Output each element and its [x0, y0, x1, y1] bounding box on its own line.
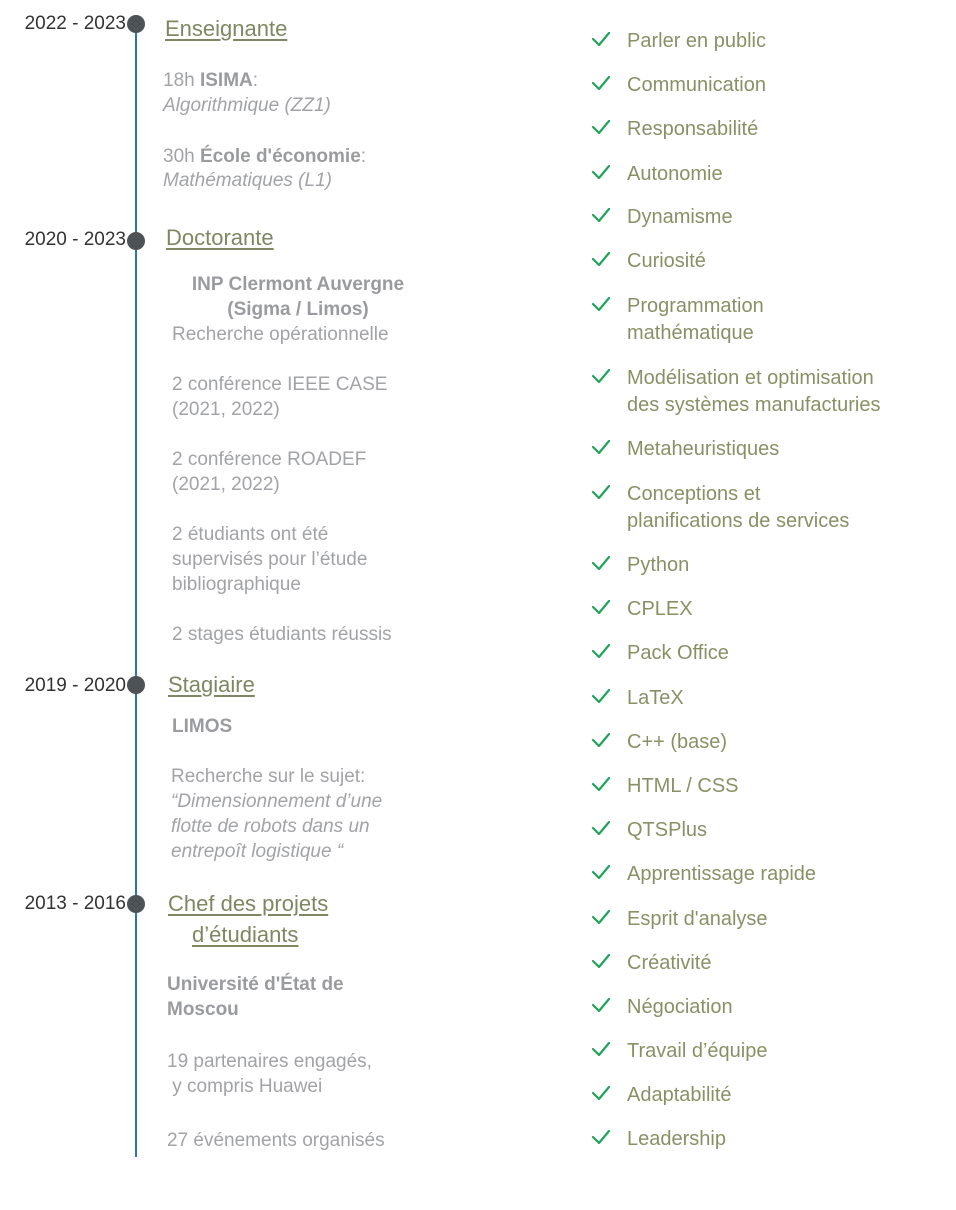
check-icon — [591, 909, 611, 925]
check-icon — [591, 439, 611, 455]
check-icon — [591, 75, 611, 91]
check-icon — [591, 164, 611, 180]
teaching-isima: 18h ISIMA: — [163, 70, 259, 91]
skill-label: Travail d’équipe — [627, 1040, 768, 1062]
check-icon — [591, 643, 611, 659]
skill-label: Dynamisme — [627, 206, 733, 228]
skill-label: LaTeX — [627, 687, 684, 709]
skill-label: Leadership — [627, 1128, 726, 1150]
lab-name: LIMOS — [172, 716, 233, 737]
research-field: Recherche opérationnelle — [172, 324, 389, 345]
role-title: Chef des projets d’étudiants — [168, 891, 329, 947]
timeline-years: 2019 - 2020 — [24, 675, 126, 696]
check-icon — [591, 368, 611, 384]
partners: 19 partenaires engagés, y compris Huawei — [167, 1051, 372, 1097]
skill-label: Pack Office — [627, 642, 729, 664]
university: Université d'État de Moscou — [167, 974, 344, 1020]
timeline-dot — [127, 676, 145, 694]
institution: INP Clermont Auvergne (Sigma / Limos) — [191, 274, 405, 320]
teaching-economics-course: Mathématiques (L1) — [163, 170, 332, 191]
skill-label: CPLEX — [627, 598, 693, 620]
check-icon — [591, 1085, 611, 1101]
skill-label: Apprentissage rapide — [627, 863, 817, 885]
research-topic: “Dimensionnement d’une flotte de robots … — [171, 791, 383, 862]
timeline-dot — [127, 232, 145, 250]
check-icon — [591, 251, 611, 267]
check-icon — [591, 1041, 611, 1057]
conference-roadef: 2 conférence ROADEF (2021, 2022) — [172, 449, 367, 495]
skill-label: Autonomie — [627, 163, 723, 185]
skill-label: Responsabilité — [627, 118, 759, 140]
skill-label: Esprit d'analyse — [627, 908, 768, 930]
check-icon — [591, 732, 611, 748]
role-title: Stagiaire — [168, 672, 255, 697]
conference-ieee: 2 conférence IEEE CASE (2021, 2022) — [172, 374, 388, 420]
check-icon — [591, 1129, 611, 1145]
timeline-years: 2022 - 2023 — [24, 13, 126, 34]
teaching-economics: 30h École d'économie: — [163, 146, 367, 167]
skill-label: Programmation mathématique — [627, 295, 764, 344]
skill-label: Curiosité — [627, 250, 706, 272]
skill-label: Modélisation et optimisation des systèmes… — [627, 367, 881, 416]
events: 27 événements organisés — [167, 1130, 385, 1151]
check-icon — [591, 820, 611, 836]
timeline-dot — [127, 895, 145, 913]
check-icon — [591, 484, 611, 500]
check-icon — [591, 953, 611, 969]
skill-label: Adaptabilité — [627, 1084, 732, 1106]
check-icon — [591, 776, 611, 792]
role-title: Enseignante — [165, 16, 288, 41]
role-title: Doctorante — [166, 225, 274, 250]
check-icon — [591, 997, 611, 1013]
skill-label: Conceptions et planifications de services — [627, 483, 850, 532]
timeline-years: 2020 - 2023 — [24, 229, 126, 250]
check-icon — [591, 207, 611, 223]
timeline-years: 2013 - 2016 — [24, 893, 126, 914]
research-intro: Recherche sur le sujet: — [171, 766, 366, 787]
check-icon — [591, 296, 611, 312]
skill-label: Créativité — [627, 952, 712, 974]
skill-label: Communication — [627, 74, 766, 96]
check-icon — [591, 119, 611, 135]
check-icon — [591, 688, 611, 704]
check-icon — [591, 555, 611, 571]
teaching-isima-course: Algorithmique (ZZ1) — [163, 95, 331, 116]
students-supervised: 2 étudiants ont été supervisés pour l’ét… — [172, 524, 368, 595]
skill-label: Metaheuristiques — [627, 438, 780, 460]
skill-label: Python — [627, 554, 690, 576]
skill-label: C++ (base) — [627, 731, 728, 753]
skill-label: Parler en public — [627, 30, 766, 52]
skill-label: QTSPlus — [627, 819, 708, 841]
timeline-line — [135, 24, 137, 1157]
check-icon — [591, 864, 611, 880]
check-icon — [591, 31, 611, 47]
internships: 2 stages étudiants réussis — [172, 624, 392, 645]
check-icon — [591, 599, 611, 615]
skill-label: HTML / CSS — [627, 775, 739, 797]
skill-label: Négociation — [627, 996, 733, 1018]
timeline-dot — [127, 15, 145, 33]
